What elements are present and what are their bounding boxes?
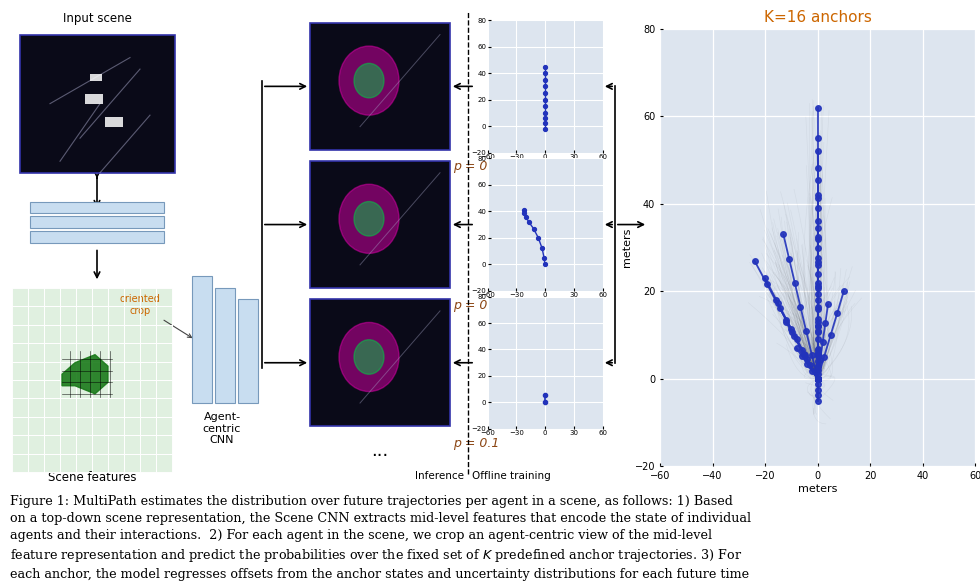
- Circle shape: [354, 340, 384, 374]
- Text: p = 0.3: p = 0.3: [453, 299, 500, 312]
- Text: p = 0.5: p = 0.5: [453, 161, 500, 173]
- Text: Offline training: Offline training: [472, 471, 551, 481]
- Bar: [192, 277, 212, 403]
- Text: Agent-
centric
CNN: Agent- centric CNN: [203, 413, 241, 445]
- Bar: [12, 288, 172, 472]
- Y-axis label: meters: meters: [622, 228, 632, 267]
- Circle shape: [339, 46, 399, 115]
- Text: Scene features: Scene features: [48, 471, 136, 483]
- Bar: [215, 288, 235, 403]
- Bar: [20, 35, 175, 173]
- Text: Figure 1: MultiPath estimates the distribution over future trajectories per agen: Figure 1: MultiPath estimates the distri…: [10, 495, 751, 586]
- Bar: [30, 202, 164, 213]
- X-axis label: meters: meters: [798, 484, 837, 494]
- Circle shape: [339, 184, 399, 253]
- Bar: [30, 216, 164, 228]
- Text: Input scene: Input scene: [63, 12, 131, 25]
- Bar: [30, 231, 164, 243]
- Bar: [310, 23, 450, 149]
- Text: p = 0.1: p = 0.1: [453, 437, 500, 450]
- Text: Inference: Inference: [415, 471, 464, 481]
- Bar: [310, 161, 450, 288]
- Circle shape: [354, 63, 384, 98]
- Circle shape: [354, 202, 384, 236]
- Polygon shape: [62, 355, 108, 394]
- Bar: [90, 74, 102, 81]
- Title: K=16 anchors: K=16 anchors: [763, 10, 871, 25]
- Circle shape: [339, 322, 399, 391]
- Bar: [238, 299, 258, 403]
- Text: ...: ...: [371, 442, 389, 461]
- Bar: [85, 94, 103, 104]
- Text: oriented
crop: oriented crop: [120, 294, 192, 338]
- Bar: [105, 117, 123, 127]
- Bar: [310, 299, 450, 426]
